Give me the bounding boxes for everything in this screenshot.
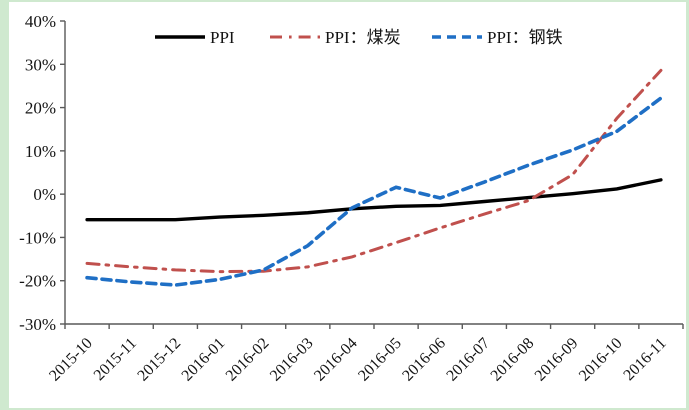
x-tick-label: 2016-06 (399, 335, 449, 385)
x-tick-label: 2016-08 (488, 335, 538, 385)
chart-panel: 40% 30% 20% 10% 0% -10% -20% -30% 2015-10 2015-11… (9, 2, 686, 408)
y-tick-label: 40% (25, 12, 56, 31)
legend-item-ppi: PPI (155, 28, 235, 47)
x-tick-label: 2015-10 (46, 335, 96, 385)
x-tick-label: 2016-05 (355, 335, 405, 385)
legend-label-ppi: PPI (210, 28, 235, 47)
series-line-coal (85, 68, 663, 274)
x-tick-label: 2016-01 (179, 335, 229, 385)
y-tick-label: 0% (33, 185, 56, 204)
y-tick-label: 20% (25, 99, 56, 118)
legend-item-coal: PPI：煤炭 (270, 28, 401, 47)
x-tick-label: 2016-02 (223, 335, 273, 385)
ppi-line-chart: 40% 30% 20% 10% 0% -10% -20% -30%2015-102015-11… (19, 12, 684, 385)
y-tick-label: -30% (19, 315, 56, 334)
legend-item-steel: PPI：钢铁 (432, 28, 563, 47)
legend-label-steel: PPI：钢铁 (487, 28, 563, 47)
series-line-steel (85, 96, 663, 287)
y-tick-label: -10% (19, 228, 56, 247)
y-tick-label: 10% (25, 142, 56, 161)
x-tick-label: 2016-09 (532, 335, 582, 385)
x-tick-label: 2016-03 (267, 335, 317, 385)
legend-label-coal: PPI：煤炭 (325, 28, 401, 47)
x-tick-label: 2016-10 (576, 335, 626, 385)
y-tick-label: 30% (25, 55, 56, 74)
x-tick-label: 2016-07 (443, 335, 493, 385)
x-tick-label: 2015-11 (91, 335, 140, 384)
x-tick-label: 2015-12 (134, 335, 184, 385)
y-tick-label: -20% (19, 272, 56, 291)
x-tick-label: 2016-11 (620, 335, 669, 384)
x-tick-label: 2016-04 (311, 335, 361, 385)
series-line-ppi (85, 178, 663, 222)
